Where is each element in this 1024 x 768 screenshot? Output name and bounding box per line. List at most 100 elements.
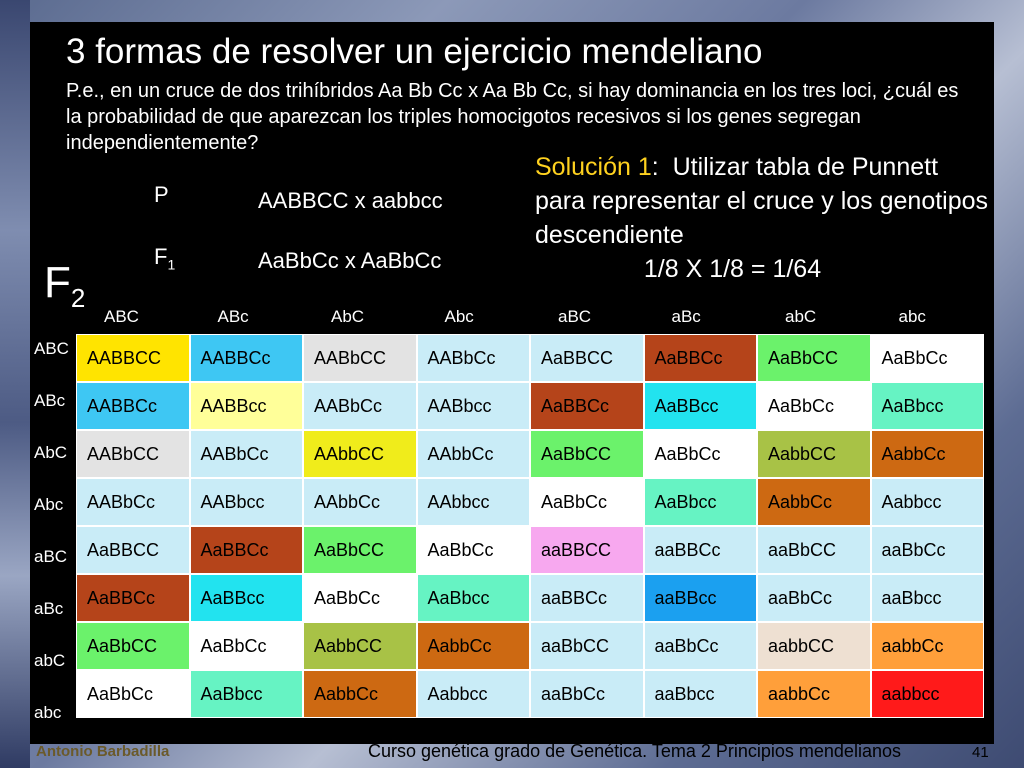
punnett-cell: aaBBCC: [530, 526, 644, 574]
solution-colon: :: [651, 153, 659, 181]
f2-label: F2: [44, 258, 85, 314]
question-text: P.e., en un cruce de dos trihíbridos Aa …: [66, 80, 959, 154]
punnett-cell: AABBCC: [76, 334, 190, 382]
punnett-cell: aaBbCc: [870, 526, 984, 574]
row-gamete-header: abc: [34, 703, 62, 722]
f2-letter: F: [44, 258, 71, 307]
solution-text: Utilizar tabla de Punnett para represent…: [535, 153, 989, 249]
punnett-cell: aabbcc: [870, 670, 984, 718]
punnett-cell: aaBbCc: [643, 622, 757, 670]
row-gamete-header: ABc: [34, 391, 66, 410]
punnett-cell: aaBBCc: [530, 574, 644, 622]
f1-cross: AaBbCc x AaBbCc: [258, 248, 442, 273]
punnett-cell: AabbCc: [416, 622, 530, 670]
column-gamete-header: AbC: [331, 307, 365, 326]
punnett-cell: aaBbCC: [530, 622, 644, 670]
page-number: 41: [972, 744, 989, 761]
punnett-cell: AABbcc: [189, 478, 303, 526]
punnett-cell: AabbCc: [870, 430, 984, 478]
solution-block: Solución 1: Utilizar tabla de Punnett pa…: [535, 150, 990, 286]
f2-sub: 2: [70, 282, 86, 313]
footer-course: Curso genética grado de Genética. Tema 2…: [368, 741, 901, 761]
punnett-cell: aaBbCc: [757, 574, 871, 622]
punnett-cell: AaBBcc: [189, 574, 303, 622]
punnett-cell: AaBbCc: [76, 670, 190, 718]
column-gamete-header: Abc: [444, 307, 474, 326]
punnett-cell: AAbbCc: [416, 430, 530, 478]
punnett-cell: AaBbcc: [189, 670, 303, 718]
column-gamete-header: ABc: [217, 307, 249, 326]
punnett-cell: aaBbCc: [530, 670, 644, 718]
punnett-cell: aaBBcc: [643, 574, 757, 622]
punnett-cell: AaBbCc: [416, 526, 530, 574]
f1-label-letter: F: [154, 244, 168, 269]
f1-label: F1: [154, 244, 175, 272]
punnett-cell: AaBBCC: [530, 334, 644, 382]
column-gamete-header: abC: [785, 307, 817, 326]
row-gamete-header: AbC: [34, 443, 68, 462]
punnett-cell: AaBbCc: [757, 382, 871, 430]
punnett-cell: AaBbCc: [643, 430, 757, 478]
slide-title: 3 formas de resolver un ejercicio mendel…: [66, 32, 763, 71]
f1-label-sub: 1: [167, 256, 176, 273]
column-gamete-header: aBC: [558, 307, 592, 326]
punnett-square: AABBCC AABBCc AABbCC AABbCc AaBBCC AaBBCc AaBb…: [76, 334, 984, 718]
row-gamete-header: Abc: [34, 495, 64, 514]
punnett-cell: AaBBcc: [643, 382, 757, 430]
row-gamete-header: aBC: [34, 547, 68, 566]
punnett-cell: AABBcc: [189, 382, 303, 430]
row-gamete-header: ABC: [34, 339, 69, 358]
column-gamete-header: abc: [898, 307, 926, 326]
punnett-cell: aabbCc: [757, 670, 871, 718]
background-left-strip: [0, 0, 30, 768]
punnett-cell: aaBBCc: [643, 526, 757, 574]
punnett-cell: AaBbCc: [303, 574, 417, 622]
punnett-cell: AaBBCc: [643, 334, 757, 382]
column-gamete-header: ABC: [104, 307, 139, 326]
punnett-cell: aabbCc: [870, 622, 984, 670]
punnett-cell: aabbCC: [757, 622, 871, 670]
punnett-cell: aaBbCC: [757, 526, 871, 574]
punnett-cell: AaBbcc: [870, 382, 984, 430]
punnett-cell: Aabbcc: [416, 670, 530, 718]
punnett-cell: AABbcc: [416, 382, 530, 430]
punnett-cell: Aabbcc: [870, 478, 984, 526]
punnett-cell: AabbCC: [757, 430, 871, 478]
punnett-cell: AaBbcc: [643, 478, 757, 526]
punnett-cell: AAbbcc: [416, 478, 530, 526]
punnett-cell: AAbbCC: [303, 430, 417, 478]
punnett-cell: AABbCc: [189, 430, 303, 478]
solution-formula: 1/8 X 1/8 = 1/64: [643, 255, 822, 283]
punnett-cell: AabbCC: [303, 622, 417, 670]
footer-author: Antonio Barbadilla: [36, 743, 170, 760]
row-gamete-header: abC: [34, 651, 66, 670]
punnett-cell: AaBBCC: [76, 526, 190, 574]
punnett-cell: AaBbcc: [416, 574, 530, 622]
punnett-cell: AaBbCc: [189, 622, 303, 670]
punnett-cell: AABBCc: [76, 382, 190, 430]
punnett-cell: AABbCc: [416, 334, 530, 382]
punnett-cell: AaBBCc: [76, 574, 190, 622]
punnett-cell: AABbCc: [303, 382, 417, 430]
punnett-cell: aaBbcc: [870, 574, 984, 622]
punnett-cell: AaBbCC: [303, 526, 417, 574]
punnett-cell: AaBbCc: [870, 334, 984, 382]
punnett-cell: AABBCc: [189, 334, 303, 382]
slide: 3 formas de resolver un ejercicio mendel…: [30, 22, 994, 744]
punnett-cell: AaBbCC: [76, 622, 190, 670]
punnett-cell: AaBBCc: [530, 382, 644, 430]
punnett-cell: AabbCc: [757, 478, 871, 526]
punnett-cell: AabbCc: [303, 670, 417, 718]
punnett-cell: AAbbCc: [303, 478, 417, 526]
row-gamete-header: aBc: [34, 599, 64, 618]
solution-label: Solución 1: [535, 153, 652, 181]
punnett-cell: aaBbcc: [643, 670, 757, 718]
column-gamete-header: aBc: [671, 307, 701, 326]
punnett-cell: AABbCC: [303, 334, 417, 382]
punnett-cell: AABbCc: [76, 478, 190, 526]
p-cross: AABBCC x aabbcc: [258, 188, 443, 213]
punnett-cell: AaBbCC: [757, 334, 871, 382]
punnett-cell: AABbCC: [76, 430, 190, 478]
punnett-cell: AaBBCc: [189, 526, 303, 574]
punnett-cell: AaBbCc: [530, 478, 644, 526]
